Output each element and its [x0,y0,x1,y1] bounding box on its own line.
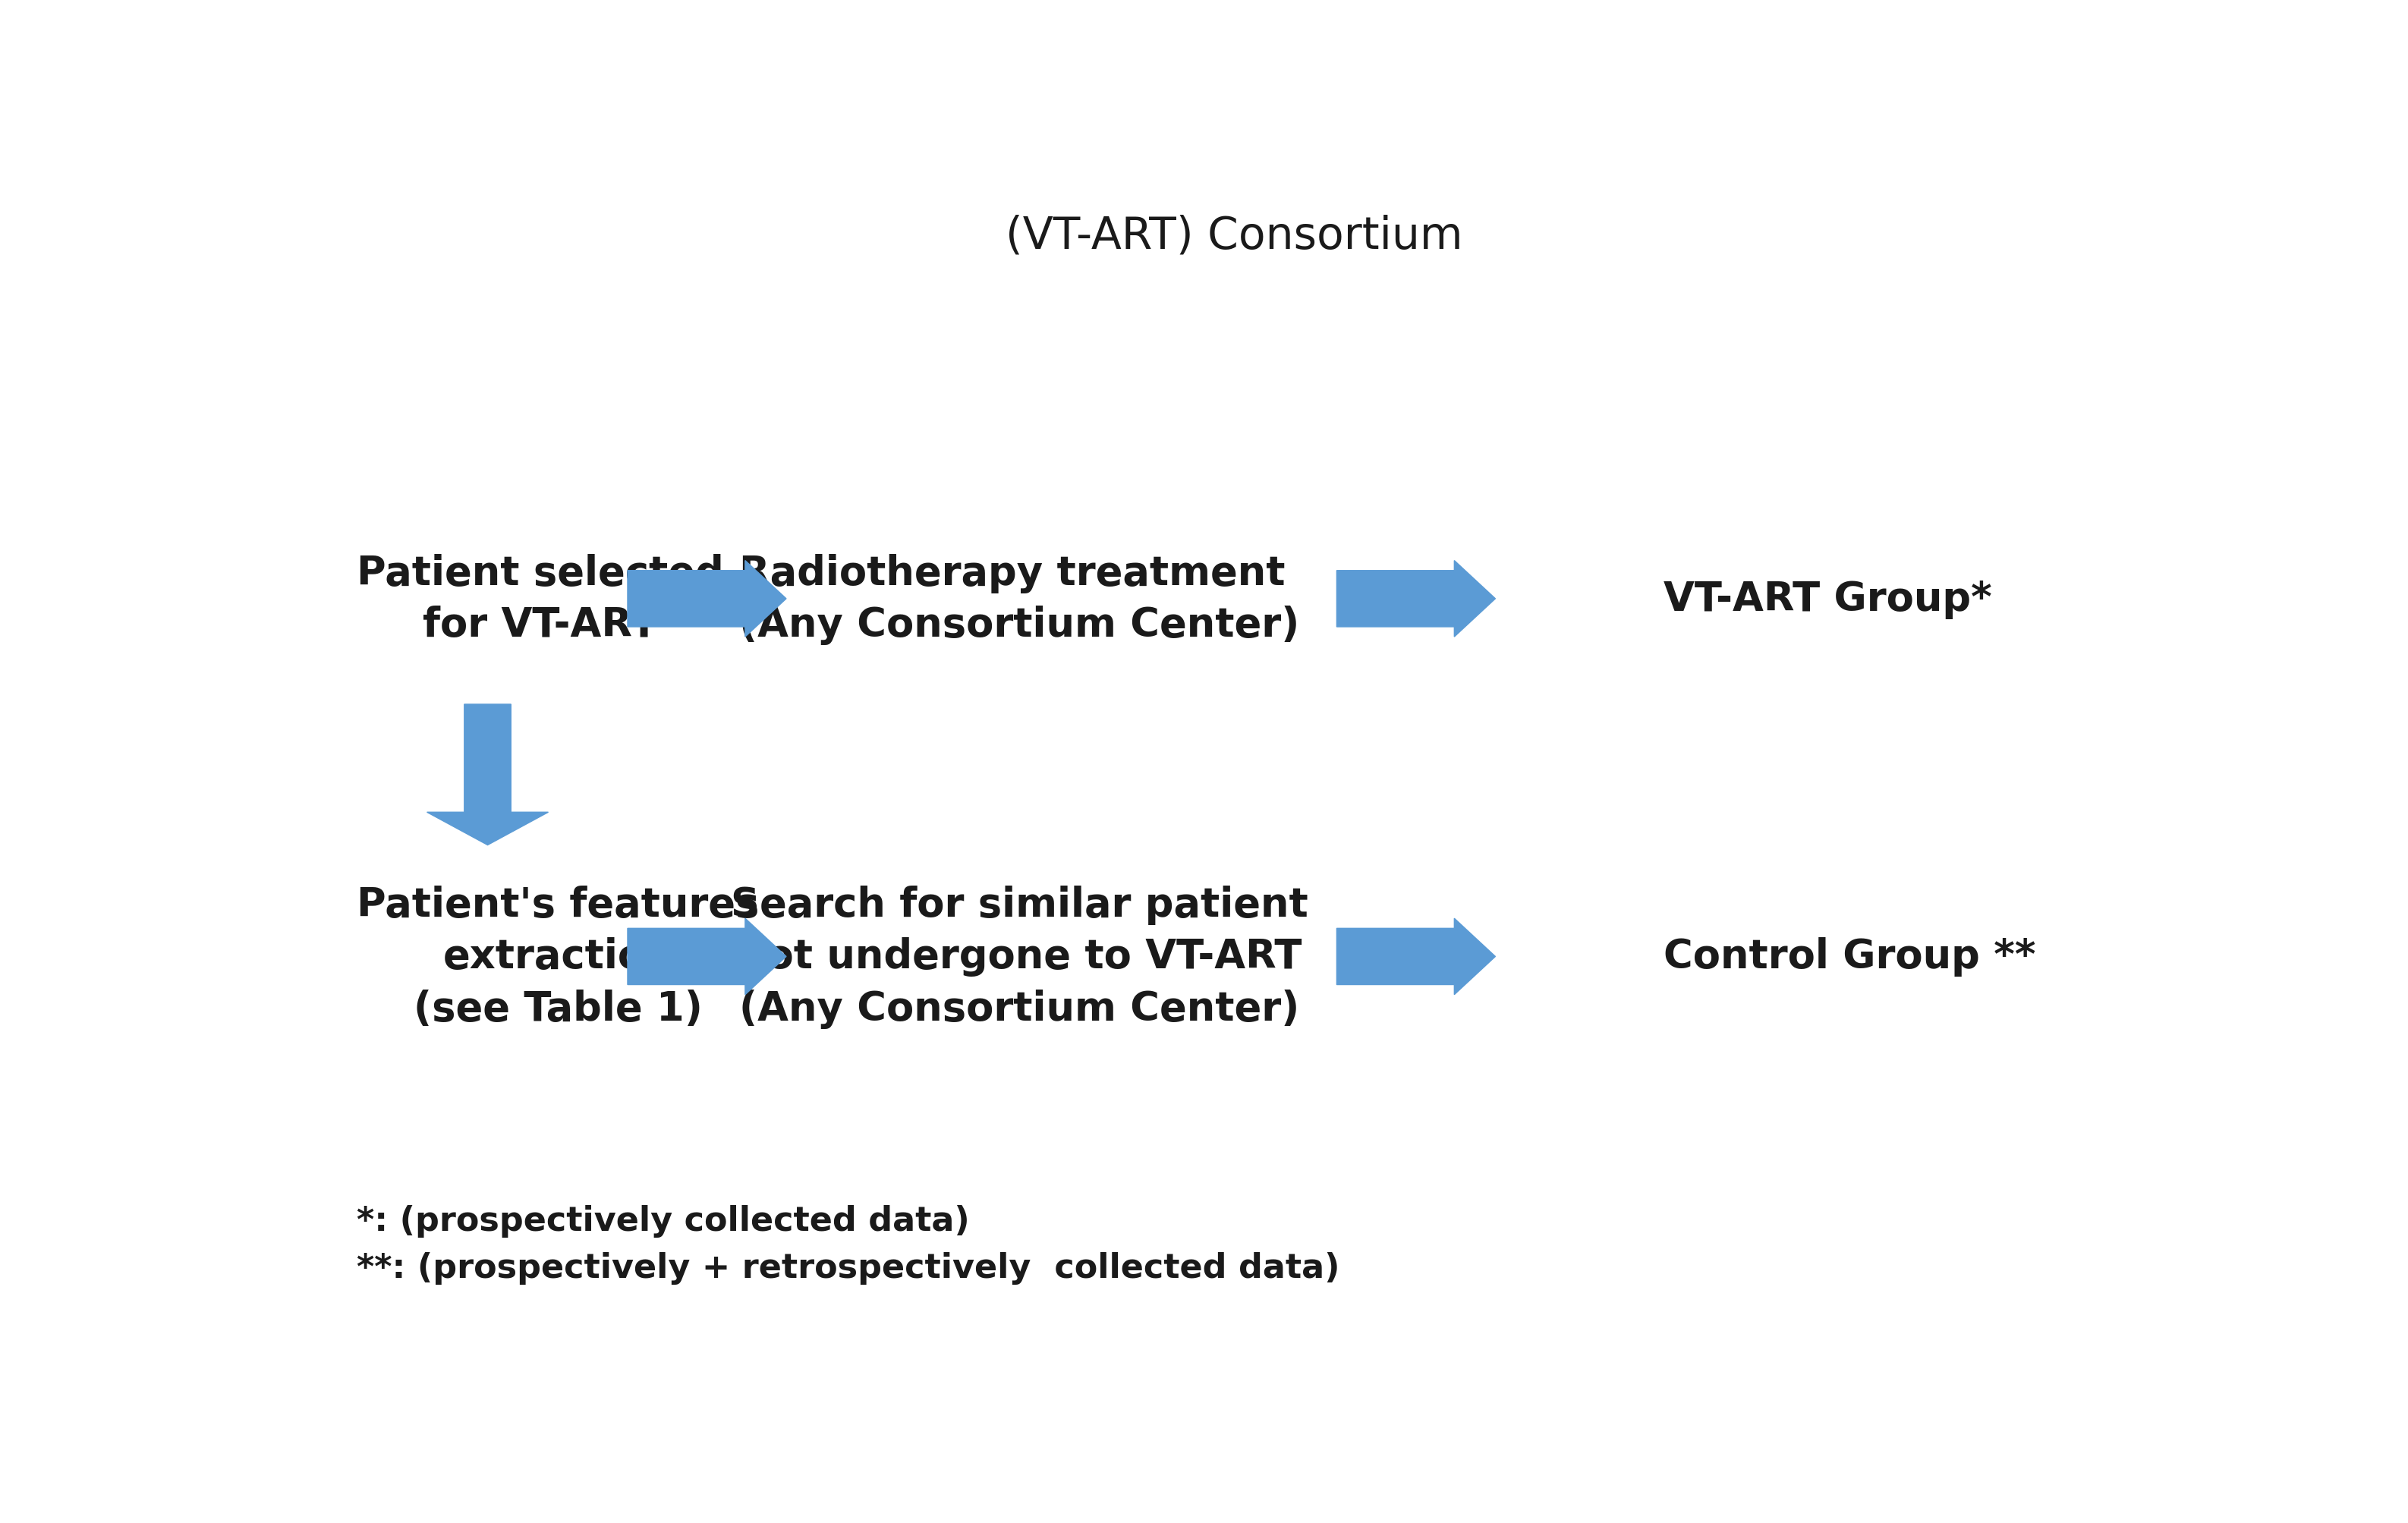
Text: Patient selected
for VT-ART: Patient selected for VT-ART [356,553,725,644]
Text: Patient's features
extraction
(see Table 1): Patient's features extraction (see Table… [356,885,759,1028]
Text: VT-ART Group*: VT-ART Group* [1664,579,1991,618]
Text: Radiotherapy treatment
(Any Consortium Center): Radiotherapy treatment (Any Consortium C… [739,553,1300,644]
Text: Search for similar patient
not undergone to VT-ART
(Any Consortium Center): Search for similar patient not undergone… [730,885,1308,1028]
FancyArrow shape [628,918,785,995]
Text: **: (prospectively + retrospectively  collected data): **: (prospectively + retrospectively col… [356,1252,1341,1284]
FancyArrow shape [1336,560,1495,637]
FancyArrow shape [628,560,785,637]
FancyArrow shape [1336,918,1495,995]
Text: Control Group **: Control Group ** [1664,937,2035,976]
Text: *: (prospectively collected data): *: (prospectively collected data) [356,1205,970,1237]
Text: (VT-ART) Consortium: (VT-ART) Consortium [1007,213,1462,257]
FancyArrow shape [426,705,549,845]
